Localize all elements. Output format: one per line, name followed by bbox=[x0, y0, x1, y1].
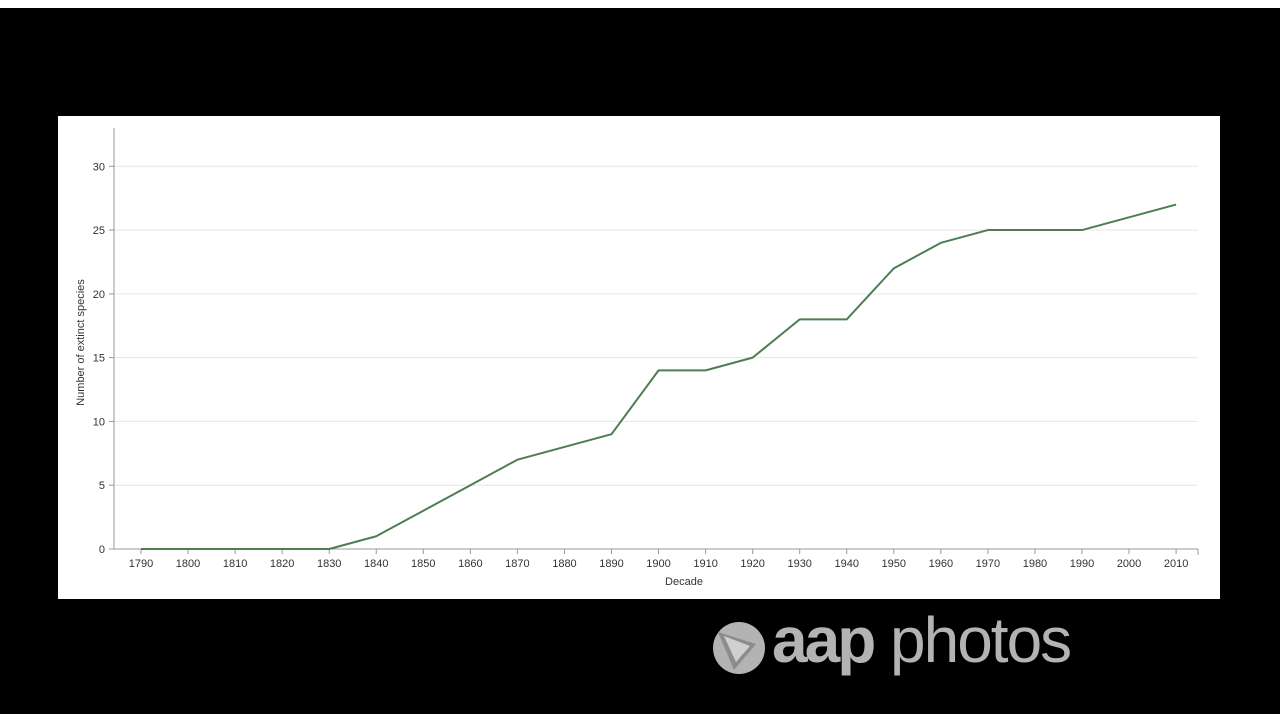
y-tick-label: 30 bbox=[93, 161, 105, 173]
x-tick-label: 1950 bbox=[882, 558, 906, 570]
gridlines bbox=[114, 165, 1198, 486]
x-tick-label: 1790 bbox=[129, 558, 153, 570]
aap-photos-watermark: aap photos bbox=[712, 608, 1092, 684]
x-tick-label: 1850 bbox=[411, 558, 435, 570]
y-tick-label: 5 bbox=[99, 480, 105, 492]
x-tick-label: 1980 bbox=[1023, 558, 1047, 570]
x-tick-label: 1830 bbox=[317, 558, 341, 570]
x-tick-label: 2000 bbox=[1117, 558, 1141, 570]
x-tick-label: 1900 bbox=[646, 558, 670, 570]
x-tick-label: 1820 bbox=[270, 558, 294, 570]
x-tick-label: 1870 bbox=[505, 558, 529, 570]
x-tick-label: 1880 bbox=[552, 558, 576, 570]
x-tick-label: 1990 bbox=[1070, 558, 1094, 570]
x-axis-title: Decade bbox=[665, 576, 703, 588]
x-tick-label: 1970 bbox=[976, 558, 1000, 570]
x-axis-ticks: 1790 1800 1810 1820 1830 1840 1850 1860 1870 1880… bbox=[129, 549, 1199, 570]
x-tick-label: 1860 bbox=[458, 558, 482, 570]
x-tick-label: 1930 bbox=[787, 558, 811, 570]
watermark-product: photos bbox=[890, 604, 1072, 676]
x-tick-label: 2010 bbox=[1164, 558, 1188, 570]
x-tick-label: 1910 bbox=[693, 558, 717, 570]
x-tick-label: 1800 bbox=[176, 558, 200, 570]
x-tick-label: 1810 bbox=[223, 558, 247, 570]
watermark-brand: aap bbox=[772, 604, 876, 676]
x-tick-label: 1920 bbox=[740, 558, 764, 570]
y-tick-label: 20 bbox=[93, 289, 105, 301]
x-tick-label: 1890 bbox=[599, 558, 623, 570]
series bbox=[141, 203, 1177, 550]
y-tick-label: 25 bbox=[93, 225, 105, 237]
series-line bbox=[141, 203, 1177, 550]
x-tick-label: 1960 bbox=[929, 558, 953, 570]
play-triangle-circle-icon bbox=[713, 622, 765, 674]
y-axis-ticks: 0 5 10 15 20 25 30 bbox=[93, 161, 114, 556]
chart-panel: 0 5 10 15 20 25 30 1790 1800 1810 1820 1830 1840 185… bbox=[58, 116, 1220, 599]
y-tick-label: 10 bbox=[93, 416, 105, 428]
y-tick-label: 15 bbox=[93, 353, 105, 365]
y-axis-title: Number of extinct species bbox=[75, 279, 87, 406]
line-chart: 0 5 10 15 20 25 30 1790 1800 1810 1820 1830 1840 185… bbox=[75, 128, 1199, 588]
x-tick-label: 1940 bbox=[835, 558, 859, 570]
axes bbox=[113, 128, 1198, 550]
x-tick-label: 1840 bbox=[364, 558, 388, 570]
y-tick-label: 0 bbox=[99, 544, 105, 556]
